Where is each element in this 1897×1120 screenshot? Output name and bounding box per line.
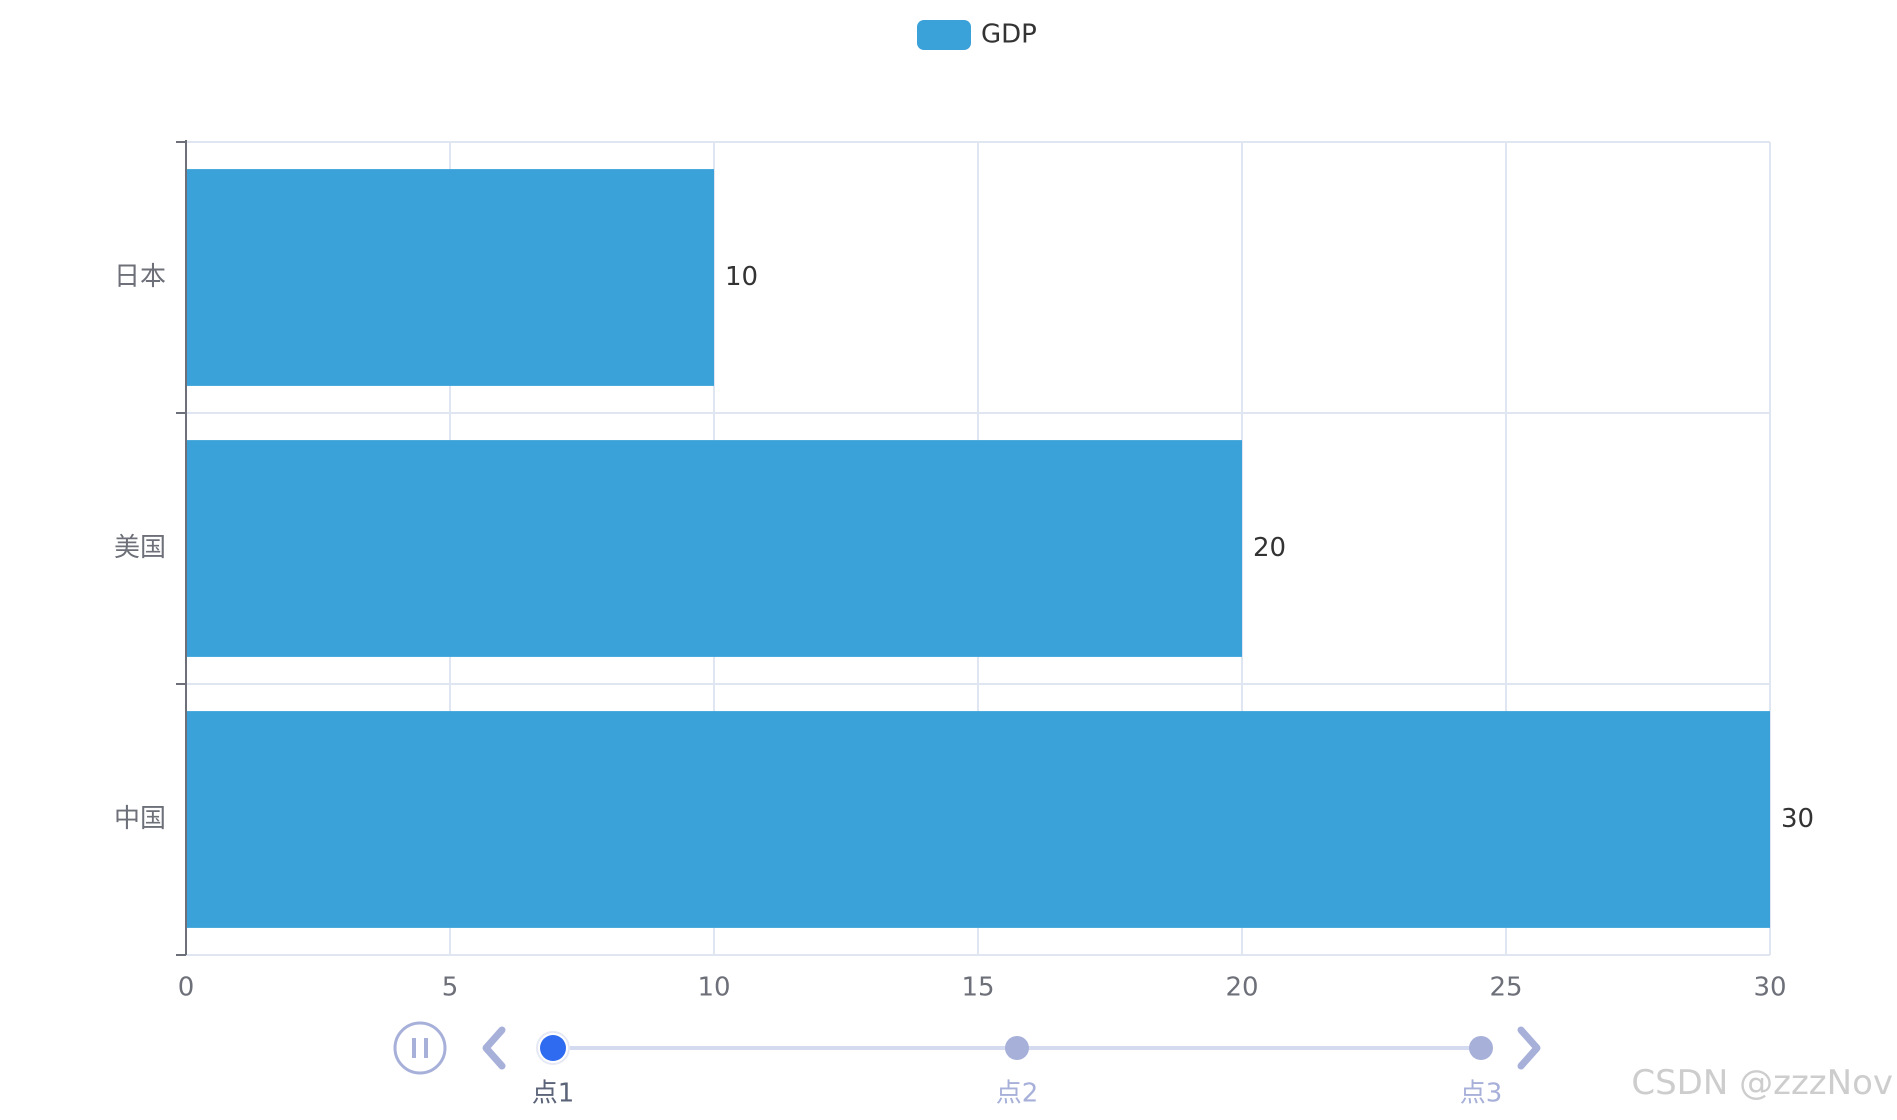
pause-button[interactable] <box>393 1021 447 1075</box>
data-label: 30 <box>1781 804 1814 834</box>
legend[interactable]: GDP <box>917 20 1037 51</box>
y-tick-label: 日本 <box>114 262 166 292</box>
y-tick-label: 美国 <box>114 533 166 563</box>
timeline-point-1[interactable] <box>540 1035 566 1061</box>
bar-1[interactable] <box>186 169 714 386</box>
pause-bar-left <box>412 1038 416 1058</box>
data-label: 20 <box>1253 533 1286 563</box>
legend-item-gdp[interactable]: GDP <box>917 20 1037 51</box>
x-tick-label: 25 <box>1489 973 1522 1003</box>
x-tick-label: 10 <box>697 973 730 1003</box>
pause-icon <box>393 1021 447 1075</box>
x-tick-label: 0 <box>178 973 195 1003</box>
legend-label: GDP <box>981 20 1037 50</box>
x-tick-label: 30 <box>1753 973 1786 1003</box>
timeline-label[interactable]: 点2 <box>996 1079 1039 1109</box>
timeline-label[interactable]: 点1 <box>532 1079 575 1109</box>
x-tick-label: 5 <box>442 973 459 1003</box>
chevron-left-icon[interactable] <box>482 1026 506 1070</box>
bar-2[interactable] <box>186 440 1242 657</box>
x-tick-label: 15 <box>961 973 994 1003</box>
legend-swatch <box>917 20 971 50</box>
data-label: 10 <box>725 262 758 292</box>
y-tick-label: 中国 <box>114 804 166 834</box>
pause-bar-right <box>424 1038 428 1058</box>
watermark: CSDN @zzzNov <box>1631 1063 1893 1103</box>
chevron-right-icon[interactable] <box>1517 1026 1541 1070</box>
bar-3[interactable] <box>186 711 1770 928</box>
timeline-point-3[interactable] <box>1469 1036 1493 1060</box>
timeline-label[interactable]: 点3 <box>1460 1079 1503 1109</box>
timeline[interactable]: 点1 点2 点3 <box>393 1021 1541 1109</box>
x-tick-label: 20 <box>1225 973 1258 1003</box>
timeline-point-2[interactable] <box>1005 1036 1029 1060</box>
bars: 10 20 30 <box>186 169 1814 928</box>
